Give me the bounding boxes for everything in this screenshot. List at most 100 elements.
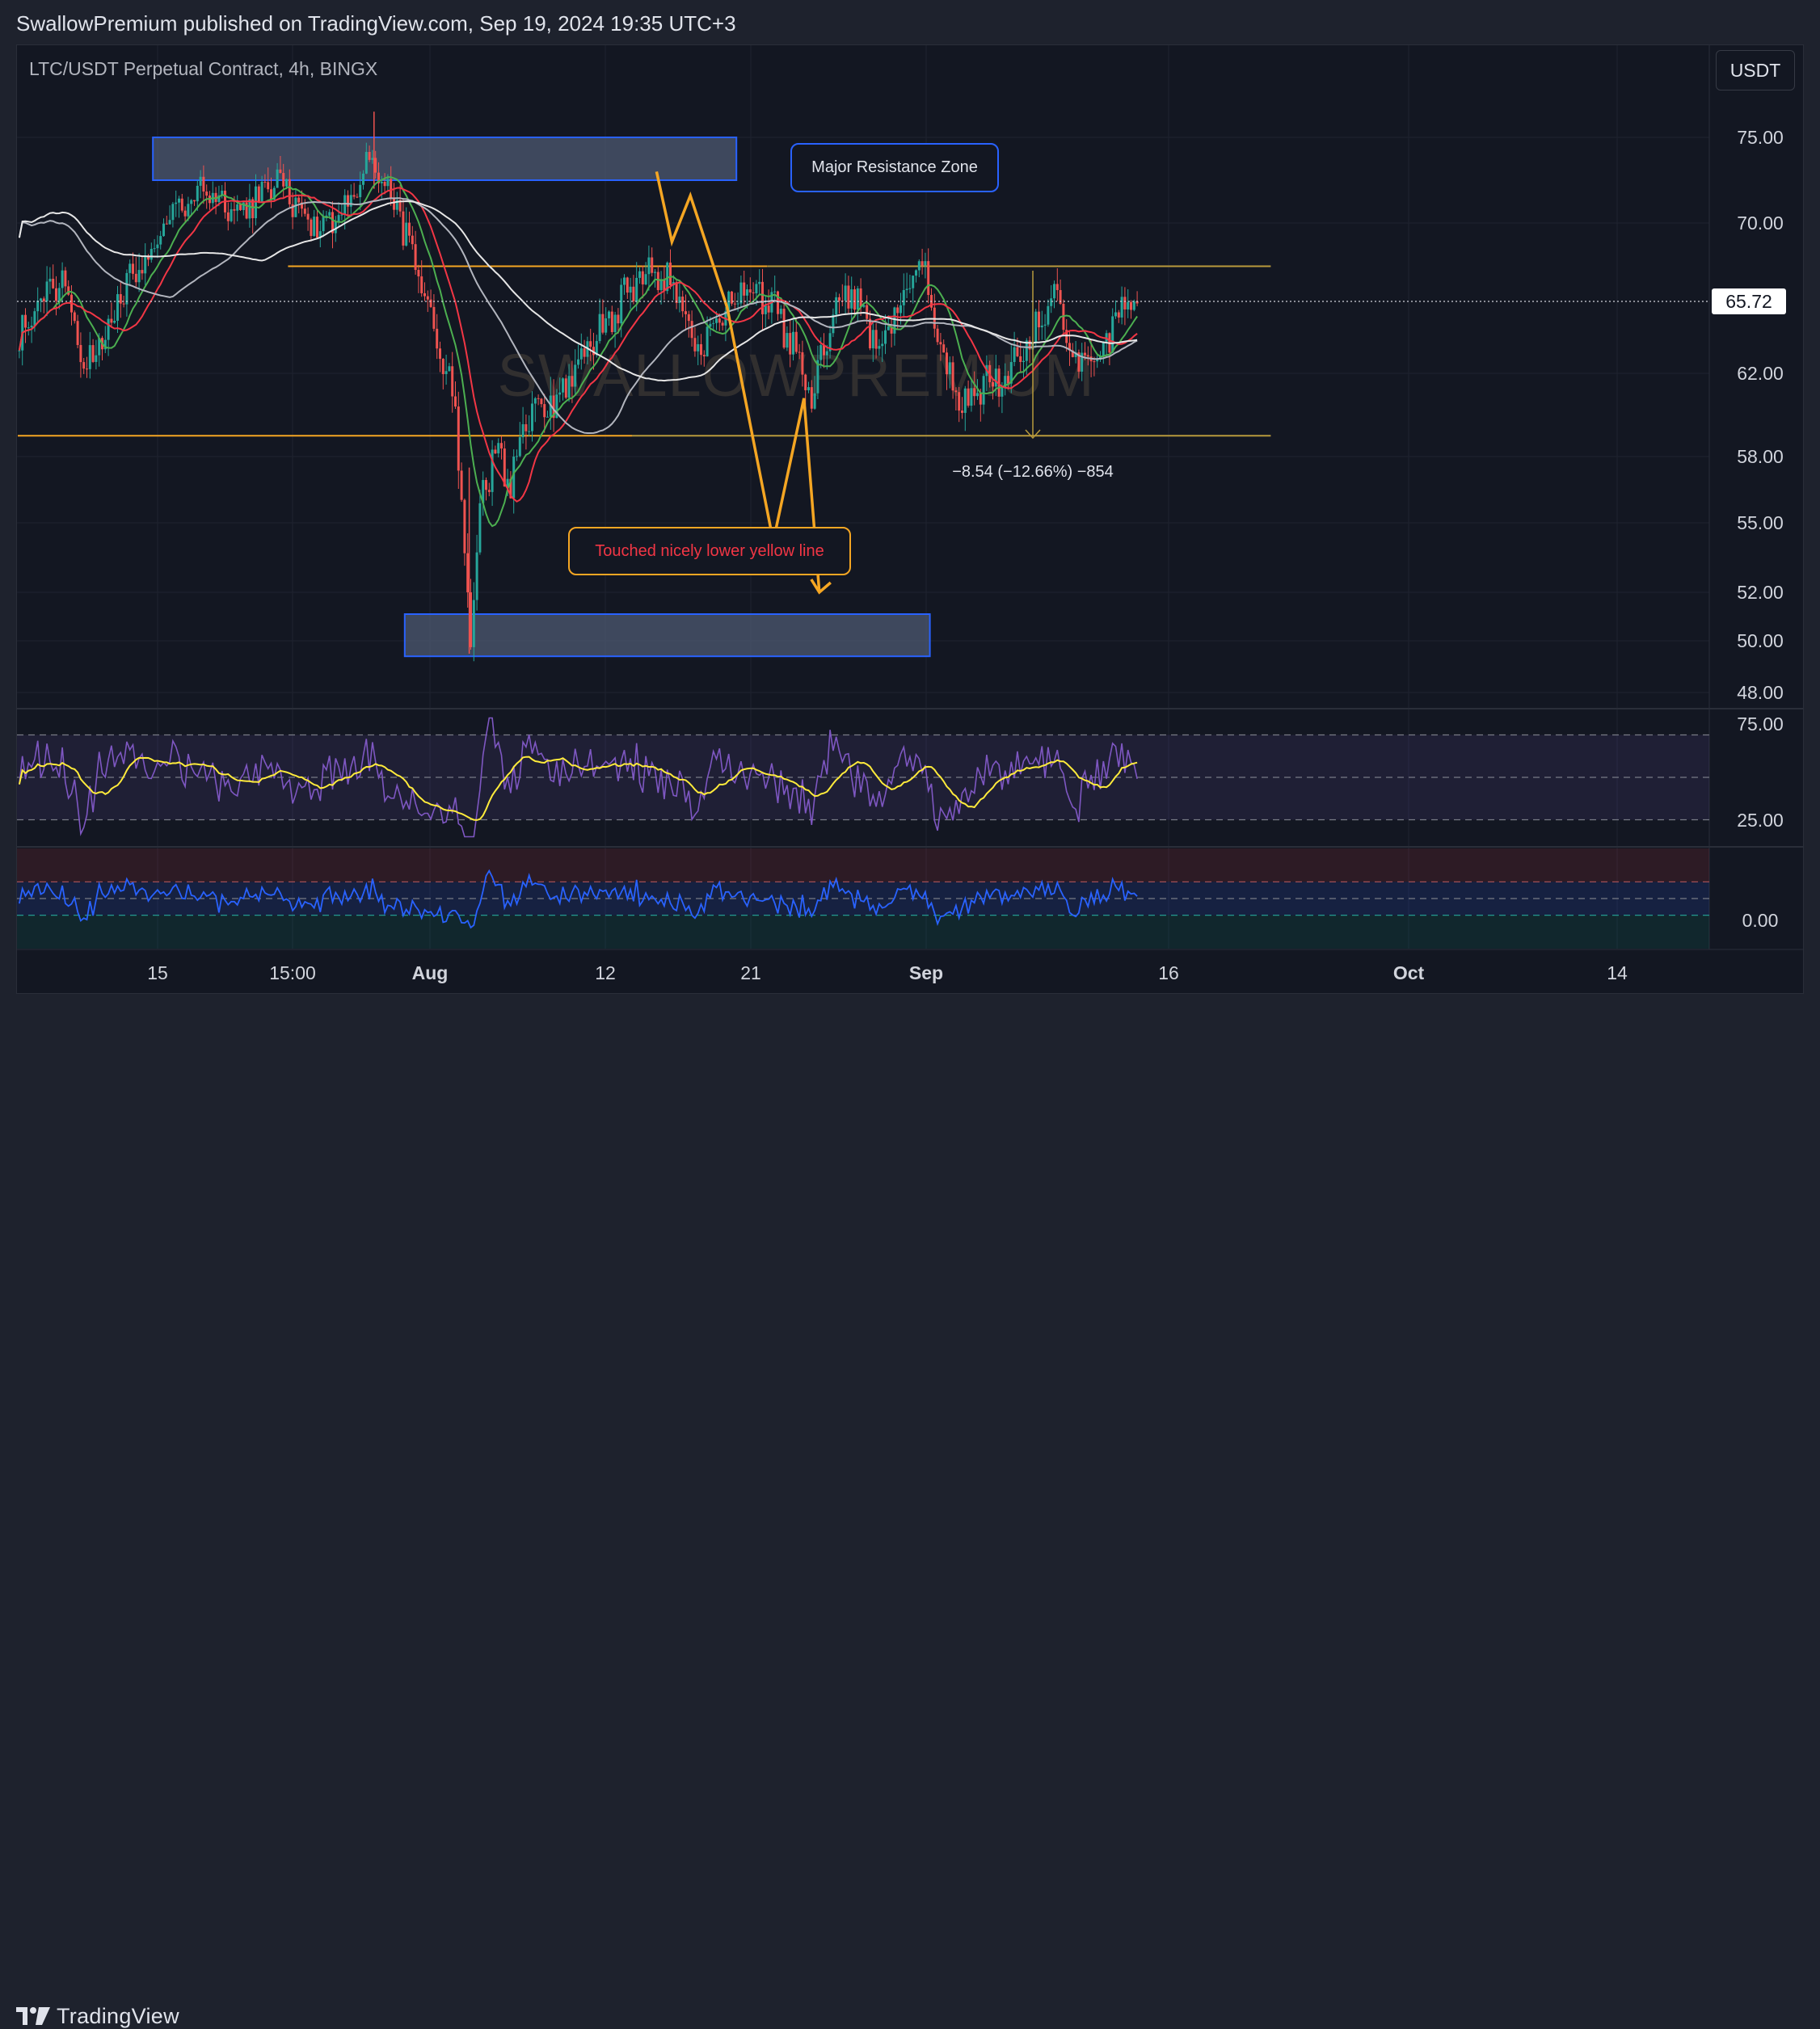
candle-body — [141, 270, 144, 274]
candle-body — [288, 179, 291, 204]
candle-body — [786, 333, 789, 348]
candle-body — [103, 339, 107, 350]
candle-body — [869, 318, 871, 349]
candle-body — [153, 248, 156, 250]
candle-body — [936, 328, 939, 343]
candle-body — [832, 314, 835, 334]
candle-body — [506, 478, 509, 487]
candle-body — [782, 309, 786, 348]
candle-body — [647, 257, 651, 275]
time-tick-label: 16 — [1158, 962, 1179, 983]
candle-body — [144, 255, 147, 274]
candle-body — [755, 284, 758, 294]
candle-body — [853, 289, 856, 310]
candle-body — [798, 351, 801, 353]
candle-body — [466, 553, 470, 593]
candle-body — [678, 297, 681, 304]
candle-body — [1065, 330, 1068, 343]
candle-body — [761, 281, 764, 314]
candle-body — [316, 217, 318, 238]
candle-body — [555, 394, 558, 419]
candle-body — [475, 552, 478, 600]
moving-averages — [18, 176, 1138, 528]
candle-body — [255, 186, 257, 219]
candle-body — [313, 217, 316, 236]
candle-body — [377, 172, 380, 183]
measure-label: −8.54 (−12.66%) −854 — [952, 463, 1114, 481]
candle-body — [454, 396, 457, 407]
candle-body — [270, 189, 272, 200]
candle-body — [567, 376, 571, 398]
candle-body — [196, 185, 199, 202]
price-tick-label: 75.00 — [1737, 127, 1784, 148]
candle-body — [137, 270, 141, 283]
candle-body — [61, 270, 64, 288]
candle-body — [248, 199, 251, 219]
price-axis[interactable]: 75.00 70.00 62.00 58.00 55.00 52.00 50.00 48.00… — [1737, 127, 1784, 931]
candle-body — [485, 480, 487, 490]
candle-body — [1034, 311, 1038, 343]
candle-body — [116, 294, 119, 321]
time-axis[interactable]: 15 15:00 Aug 12 21 Sep 16 Oct 14 — [147, 962, 1628, 983]
currency-button[interactable]: USDT — [1716, 50, 1795, 91]
time-tick-label: 14 — [1607, 962, 1628, 983]
candle-body — [967, 388, 970, 406]
candle-body — [168, 220, 171, 225]
candle-body — [697, 343, 700, 351]
candle-body — [27, 327, 30, 329]
candle-body — [199, 176, 202, 186]
candle-body — [383, 181, 386, 187]
resistance-zone-label[interactable]: Major Resistance Zone — [790, 143, 999, 192]
candle-body — [205, 192, 209, 196]
candle-body — [961, 410, 963, 413]
candle-body — [613, 314, 617, 333]
candle-body — [128, 263, 132, 273]
chart-canvas[interactable]: SWALLOWPREMIUM −8.54 (−12.66%) −854 LTC/… — [0, 0, 1820, 1050]
candle-body — [562, 378, 564, 393]
candle-body — [601, 314, 605, 333]
tradingview-logo[interactable]: TradingView — [16, 2004, 179, 2028]
candle-body — [1102, 341, 1105, 357]
resistance-zone — [152, 137, 738, 181]
candle-body — [245, 202, 248, 219]
tradingview-logo-text: TradingView — [57, 2003, 179, 2028]
candle-body — [1132, 301, 1135, 310]
candle-body — [1123, 297, 1127, 309]
touched-line-annotation[interactable]: Touched nicely lower yellow line — [568, 527, 851, 575]
candle-body — [1114, 312, 1117, 317]
time-tick-label: 12 — [595, 962, 616, 983]
measure-arrow-icon — [1025, 429, 1041, 440]
candle-body — [899, 305, 902, 314]
candle-body — [331, 212, 334, 234]
candle-body — [444, 371, 448, 374]
candle-body — [386, 179, 390, 187]
candle-body — [260, 181, 263, 202]
candle-body — [690, 321, 693, 339]
candle-body — [743, 282, 746, 296]
candle-body — [874, 330, 878, 349]
candle-body — [82, 362, 86, 369]
candle-body — [1025, 340, 1028, 361]
candle-body — [1135, 301, 1139, 304]
candle-body — [656, 272, 659, 291]
candle-body — [552, 395, 555, 419]
price-tick-label: 48.00 — [1737, 682, 1784, 703]
candle-body — [801, 351, 804, 375]
candle-body — [276, 169, 279, 188]
candle-body — [439, 348, 441, 360]
candle-body — [343, 195, 347, 215]
candle-body — [531, 403, 533, 431]
candle-body — [709, 323, 712, 327]
candle-body — [1096, 360, 1099, 362]
candle-body — [86, 368, 88, 370]
candle-body — [669, 262, 672, 285]
candle-body — [546, 416, 549, 418]
candle-body — [767, 305, 770, 313]
candle-body — [221, 191, 224, 196]
candle-body — [95, 355, 98, 362]
candle-body — [24, 314, 27, 328]
candle-body — [666, 262, 669, 292]
projection-path — [655, 171, 821, 593]
last-price-badge: 65.72 — [1712, 288, 1786, 314]
candle-body — [325, 215, 328, 217]
